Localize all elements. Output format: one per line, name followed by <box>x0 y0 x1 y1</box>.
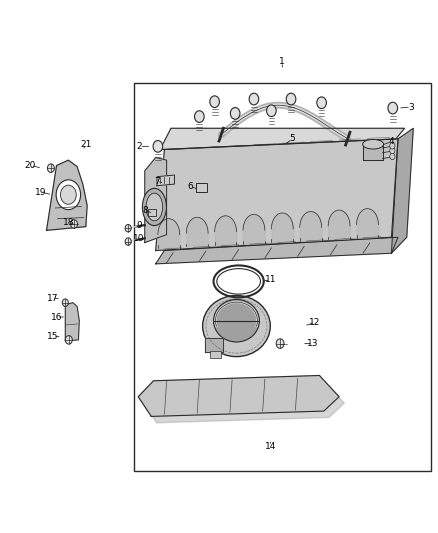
Circle shape <box>125 224 131 232</box>
Polygon shape <box>144 382 344 423</box>
Text: 15: 15 <box>47 332 59 341</box>
Polygon shape <box>155 237 398 264</box>
Circle shape <box>390 148 395 154</box>
Text: 1: 1 <box>279 58 285 66</box>
Circle shape <box>230 108 240 119</box>
Ellipse shape <box>203 295 270 357</box>
Circle shape <box>56 180 81 209</box>
Ellipse shape <box>146 193 162 221</box>
Polygon shape <box>155 139 398 251</box>
Circle shape <box>62 299 68 306</box>
Polygon shape <box>145 158 166 243</box>
Bar <box>134 83 431 471</box>
Text: 8: 8 <box>143 206 148 215</box>
Polygon shape <box>46 160 87 230</box>
Circle shape <box>153 141 162 152</box>
Bar <box>196 182 207 192</box>
Circle shape <box>125 238 131 245</box>
Text: 12: 12 <box>309 318 321 327</box>
Circle shape <box>267 105 276 117</box>
Circle shape <box>60 185 76 204</box>
Text: 14: 14 <box>265 442 276 451</box>
Circle shape <box>390 154 395 160</box>
Circle shape <box>390 143 395 149</box>
Circle shape <box>249 93 259 105</box>
Text: 20: 20 <box>25 161 36 170</box>
Text: 7: 7 <box>154 177 160 186</box>
Text: 9: 9 <box>137 221 142 230</box>
Text: 10: 10 <box>132 234 144 243</box>
Polygon shape <box>392 128 413 253</box>
Polygon shape <box>65 303 79 341</box>
Text: 3: 3 <box>408 102 414 111</box>
Circle shape <box>47 164 54 172</box>
Polygon shape <box>160 128 405 150</box>
Circle shape <box>286 93 296 105</box>
Ellipse shape <box>363 140 384 149</box>
Ellipse shape <box>214 300 259 342</box>
Bar <box>210 351 221 358</box>
Text: 19: 19 <box>35 188 46 197</box>
Polygon shape <box>157 175 174 185</box>
Text: 4: 4 <box>389 137 394 146</box>
Text: 5: 5 <box>290 134 295 143</box>
Circle shape <box>194 111 204 123</box>
Text: 13: 13 <box>307 339 318 348</box>
Circle shape <box>276 339 284 349</box>
Ellipse shape <box>142 188 166 225</box>
Text: 18: 18 <box>63 219 74 228</box>
Text: 2: 2 <box>137 142 142 151</box>
Bar <box>148 208 156 216</box>
Text: 6: 6 <box>188 182 194 191</box>
Text: 17: 17 <box>46 294 58 303</box>
Circle shape <box>317 97 326 109</box>
Text: 16: 16 <box>51 312 62 321</box>
Circle shape <box>210 96 219 108</box>
Polygon shape <box>205 338 223 352</box>
Polygon shape <box>138 375 339 416</box>
Text: 11: 11 <box>265 275 276 284</box>
Text: 21: 21 <box>80 140 92 149</box>
Polygon shape <box>363 144 383 160</box>
Circle shape <box>388 102 398 114</box>
Circle shape <box>71 220 78 228</box>
Ellipse shape <box>217 269 261 294</box>
Circle shape <box>65 336 72 344</box>
